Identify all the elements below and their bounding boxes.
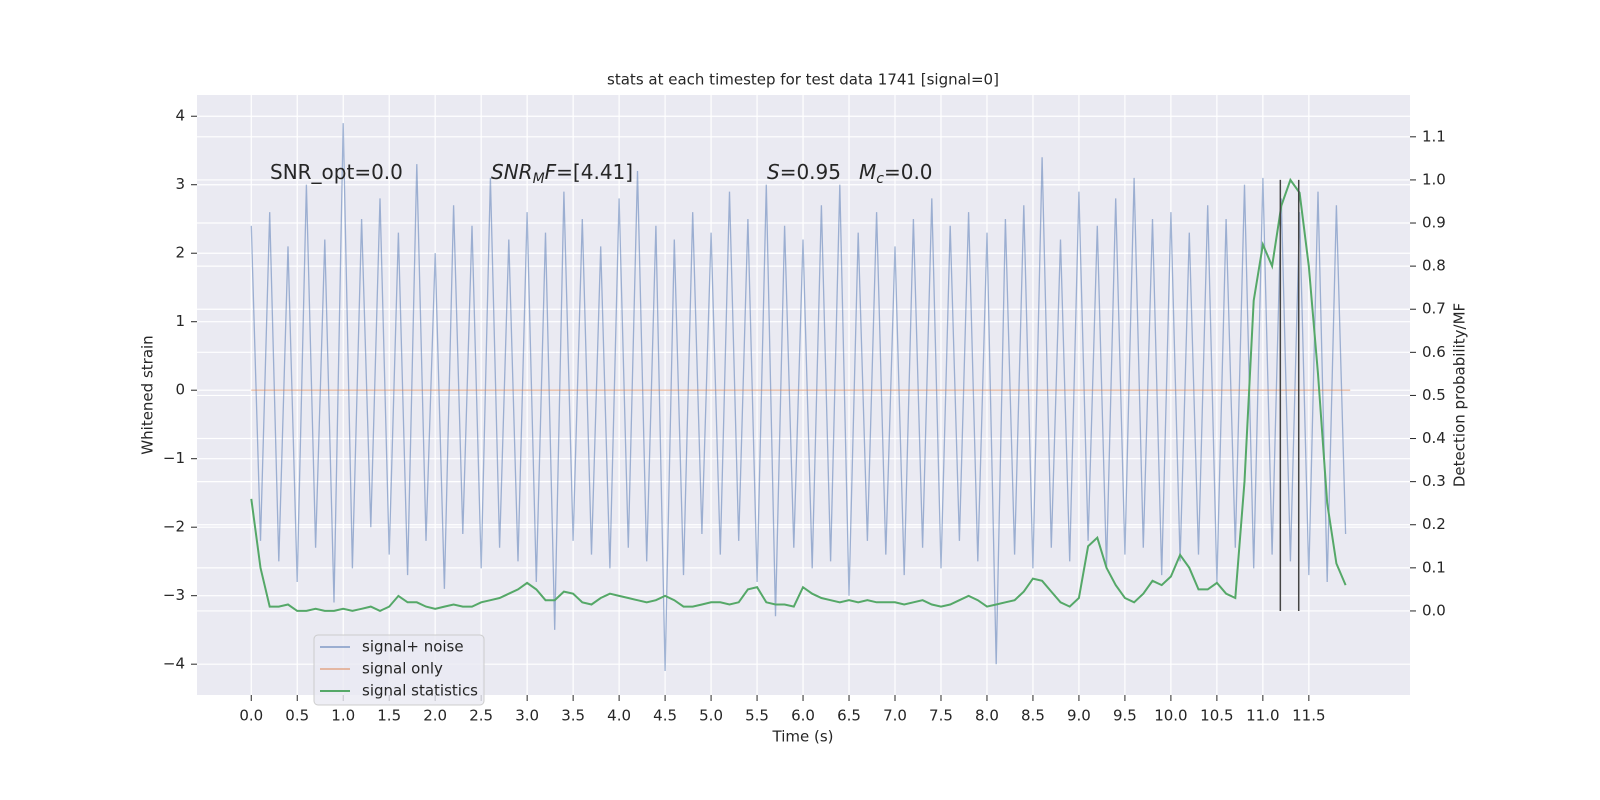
x-tick-label: 11.5 (1292, 707, 1325, 725)
x-tick-label: 7.5 (929, 707, 953, 725)
x-tick-label: 11.0 (1246, 707, 1279, 725)
y-tick-label: 3 (175, 175, 185, 193)
series-line (250, 177, 1347, 613)
y2-tick-label: 0.4 (1422, 429, 1446, 447)
annotation-part: M (533, 171, 545, 187)
annotation-part: S (767, 160, 780, 184)
x-tick-label: 9.5 (1113, 707, 1137, 725)
annotation-part: =0.95 (780, 160, 841, 184)
annotation-part: F (545, 160, 557, 184)
annotation-part: SNR_opt=0.0 (270, 160, 403, 184)
y2-tick-label: 0.7 (1422, 300, 1446, 318)
x-tick-label: 2.5 (469, 707, 493, 725)
y2-axis-label: Detection probability/MF (1451, 303, 1469, 487)
annotation: SNR_opt=0.0 (270, 160, 403, 184)
x-tick-label: 1.5 (377, 707, 401, 725)
y2-tick-label: 0.6 (1422, 343, 1446, 361)
x-tick-label: 7.0 (883, 707, 907, 725)
annotation: SNRMF=[4.41] (491, 160, 633, 188)
x-tick-label: 10.5 (1200, 707, 1233, 725)
x-tick-label: 4.0 (607, 707, 631, 725)
x-tick-label: 0.5 (285, 707, 309, 725)
legend-label: signal statistics (362, 682, 478, 700)
y-tick-label: −4 (163, 655, 185, 673)
annotation-part: SNR (491, 160, 533, 184)
x-tick-label: 0.0 (239, 707, 263, 725)
x-tick-label: 8.0 (975, 707, 999, 725)
y2-tick-label: 0.8 (1422, 257, 1446, 275)
x-tick-label: 3.0 (515, 707, 539, 725)
x-tick-label: 3.5 (561, 707, 585, 725)
y2-tick-label: 0.5 (1422, 386, 1446, 404)
y2-tick-label: 0.2 (1422, 515, 1446, 533)
x-axis-label: Time (s) (772, 728, 834, 746)
y2-tick-label: 0.0 (1422, 601, 1446, 619)
y-tick-label: −1 (163, 449, 185, 467)
x-tick-label: 6.5 (837, 707, 861, 725)
x-tick-label: 1.0 (331, 707, 355, 725)
y-tick-label: 4 (175, 107, 185, 125)
annotation-part: M (859, 160, 876, 184)
legend-label: signal+ noise (362, 638, 464, 656)
y-tick-label: −2 (163, 518, 185, 536)
y2-tick-label: 1.1 (1422, 127, 1446, 145)
legend-box (313, 634, 485, 706)
x-tick-label: 10.0 (1154, 707, 1187, 725)
x-tick-label: 5.5 (745, 707, 769, 725)
annotation: S=0.95 (767, 160, 841, 184)
y2-tick-label: 0.1 (1422, 558, 1446, 576)
y-tick-label: 1 (175, 312, 185, 330)
annotation-part: c (876, 171, 884, 187)
x-tick-label: 4.5 (653, 707, 677, 725)
y2-tick-label: 0.9 (1422, 214, 1446, 232)
y-tick-label: −3 (163, 586, 185, 604)
annotation: Mc=0.0 (859, 160, 933, 188)
x-tick-label: 5.0 (699, 707, 723, 725)
y-axis-label: Whitened strain (139, 335, 157, 454)
x-tick-label: 8.5 (1021, 707, 1045, 725)
legend-label: signal only (362, 660, 443, 678)
y2-tick-label: 1.0 (1422, 170, 1446, 188)
annotation-part: =[4.41] (556, 160, 633, 184)
series-line (250, 123, 1347, 672)
grid (197, 95, 1410, 695)
y-tick-label: 2 (175, 244, 185, 262)
chart-title: stats at each timestep for test data 174… (607, 71, 999, 89)
y2-tick-label: 0.3 (1422, 472, 1446, 490)
annotation-part: =0.0 (884, 160, 933, 184)
y-tick-label: 0 (175, 381, 185, 399)
x-tick-label: 2.0 (423, 707, 447, 725)
x-tick-label: 6.0 (791, 707, 815, 725)
x-tick-label: 9.0 (1067, 707, 1091, 725)
